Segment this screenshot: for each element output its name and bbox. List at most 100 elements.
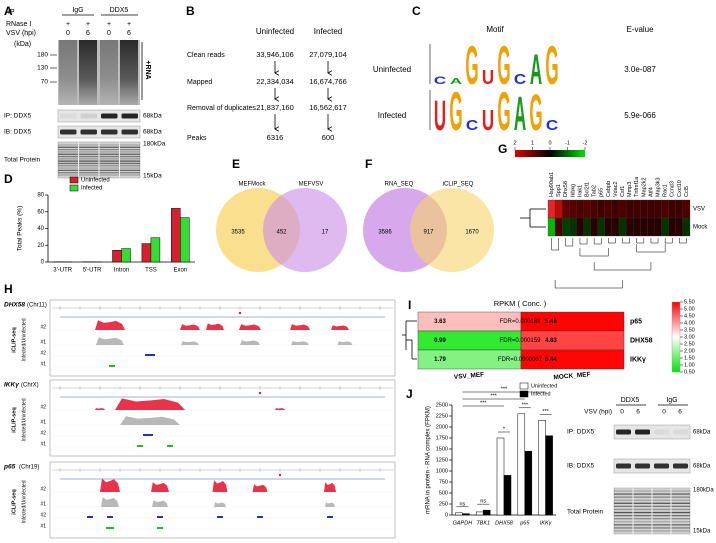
blot-band [616, 429, 631, 435]
label: DDX5 [621, 397, 640, 404]
label: + [86, 21, 90, 28]
label: #1 [40, 501, 46, 507]
venn-count: 3535 [231, 230, 245, 236]
bar [462, 513, 470, 516]
peak-call [143, 434, 153, 436]
label: 16,674,766 [309, 77, 347, 86]
heat-cell [554, 199, 563, 219]
coverage-peak [181, 341, 199, 345]
y-tick-label: 1750 [436, 435, 448, 441]
gene-label: Cebpb [606, 181, 612, 197]
gene-label: Atf4 [648, 187, 654, 197]
label: 0 [620, 409, 624, 416]
logo-letter: G [529, 84, 542, 142]
x-tick-label: Intron [114, 268, 129, 274]
gene-label: Irak1 [577, 185, 583, 197]
label: #1 [40, 339, 46, 345]
gene-label: Bcl2l1 [585, 182, 591, 197]
legend-label: Infected [531, 391, 551, 397]
gene-label: Mmp3 [627, 182, 633, 197]
coverage-peak [100, 478, 120, 492]
marker-dot [238, 311, 242, 315]
heat-cell [604, 217, 613, 237]
label: 33,946,106 [256, 50, 294, 59]
x-tick-label: TBK1 [476, 520, 490, 526]
label: (kDa) [14, 41, 31, 48]
bar [180, 217, 190, 263]
venn-count: 917 [423, 230, 434, 236]
coverage-peak [180, 324, 200, 330]
label: VSV_MEF [454, 371, 485, 381]
bar [545, 435, 553, 516]
y-tick-label: 0 [445, 512, 448, 518]
heat-cell [583, 199, 591, 219]
y-tick-label: 250 [439, 501, 448, 507]
heat-cell [554, 217, 563, 237]
gene-label: Tab2 [592, 185, 598, 197]
logo-letter: A [514, 86, 526, 141]
legend-swatch [519, 390, 529, 398]
label: IgG [72, 7, 83, 14]
bar [141, 243, 152, 263]
blot-band [60, 113, 77, 119]
label: Total Protein [4, 157, 41, 164]
scale-label: 4.50 [684, 313, 695, 319]
label: 180kDa [143, 141, 166, 148]
label: RPKM ( Conc. ) [494, 299, 547, 308]
legend-swatch [69, 184, 79, 192]
sig-label: *** [501, 386, 508, 392]
peak-call [167, 445, 173, 447]
coverage-peak [115, 398, 185, 410]
bar [524, 450, 533, 516]
x-tick-label: DHX58 [495, 520, 514, 526]
heat-cell [625, 199, 634, 219]
peak-call [106, 527, 114, 529]
gene-label: Cxcl10 [677, 180, 683, 197]
panel-label: G [498, 142, 507, 156]
sig-label: *** [522, 402, 529, 408]
coverage-peak [206, 323, 224, 330]
panel-label: H [4, 282, 13, 296]
peak-call [327, 516, 333, 518]
blot-band [101, 113, 118, 119]
label: 15kDa [143, 173, 162, 180]
blot-lane [100, 40, 118, 105]
heat-cell [647, 199, 655, 219]
peak-call [145, 354, 155, 356]
gene-label: Ccnd3 [670, 181, 676, 197]
label: Mapped [187, 79, 212, 86]
label: 21,837,160 [256, 103, 294, 112]
coverage-peak [240, 340, 260, 345]
panel-label: J [406, 387, 413, 401]
y-tick-label: 40 [37, 226, 44, 232]
y-axis-label: Total Peaks (%) [17, 206, 24, 252]
coverage-peak [275, 408, 285, 410]
y-tick-label: 2000 [436, 424, 448, 430]
label: 130 [37, 65, 48, 72]
legend-label: Uninfected [531, 383, 557, 389]
blot-band [80, 113, 97, 119]
blot [613, 458, 691, 474]
label: #1 [40, 523, 46, 529]
coverage-peak [101, 497, 119, 507]
x-tick-label: GAPDH [453, 520, 473, 526]
blot-band [121, 129, 138, 135]
heat-cell [654, 217, 662, 237]
blot-lane [120, 40, 138, 105]
coverage-peak [331, 325, 349, 330]
venn-circle [263, 188, 347, 272]
heat-cell [562, 217, 570, 237]
label: 27,079,104 [309, 50, 347, 59]
heat-cell [675, 199, 684, 219]
cell-value: 4.83 [545, 338, 557, 344]
heat-cell [633, 199, 641, 219]
x-tick-label: TSS [145, 268, 157, 274]
y-tick-label: 1500 [436, 446, 448, 452]
color-scale [515, 150, 585, 157]
label: Total Protein [567, 509, 604, 516]
y-tick-label: 500 [439, 490, 448, 496]
gene-label: Spp1 [556, 184, 562, 197]
scale-label: 3.50 [684, 327, 695, 333]
coverage-peak [291, 341, 309, 345]
x-tick-label: p65 [519, 520, 530, 526]
